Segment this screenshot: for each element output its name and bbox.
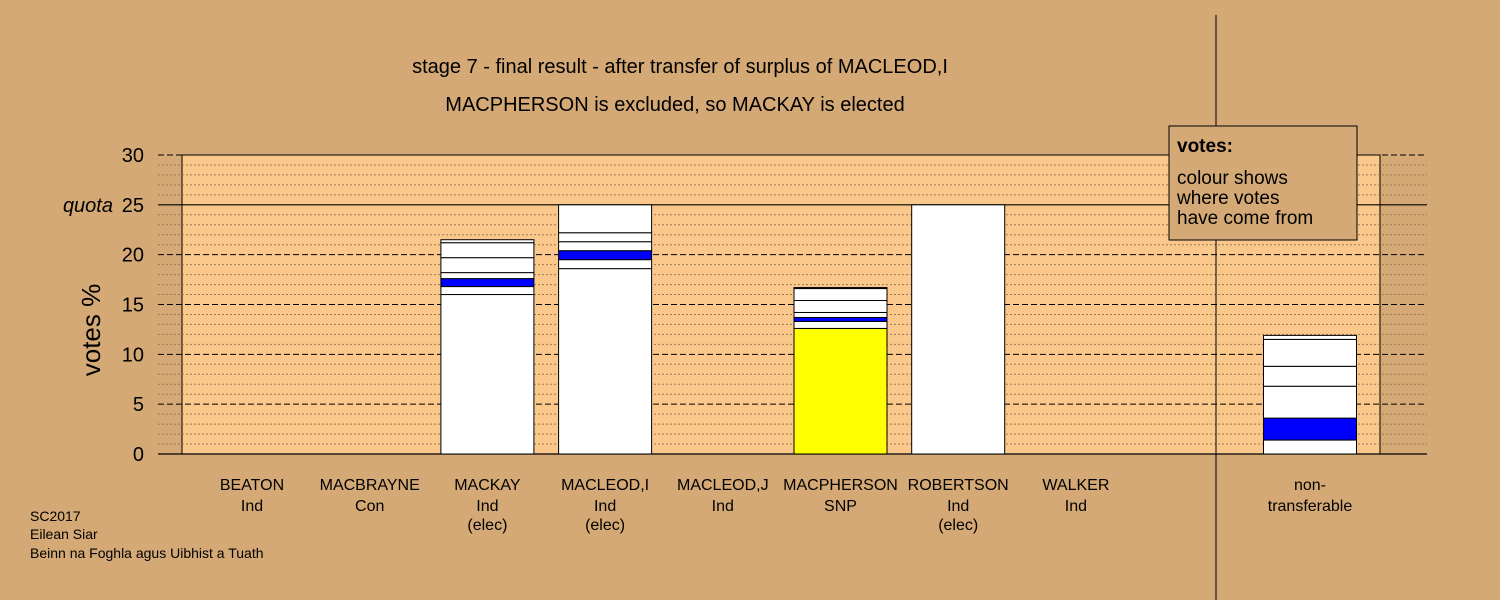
bar-segment xyxy=(440,239,535,244)
bar-segment xyxy=(793,287,888,290)
y-axis-label: votes % xyxy=(76,284,106,377)
footer-line-2: Eilean Siar xyxy=(30,526,98,542)
category-status: (elec) xyxy=(467,517,507,534)
y-tick-label: 30 xyxy=(122,145,144,167)
bar-segment xyxy=(1263,417,1357,441)
y-axis: 0 5 10 15 20 25 30 quota xyxy=(63,145,144,466)
y-tick-label: 10 xyxy=(122,344,144,366)
quota-label: quota xyxy=(63,195,113,217)
bar-segment xyxy=(440,257,535,274)
bar-segment xyxy=(558,250,653,261)
bar-segment xyxy=(793,311,888,318)
legend-box xyxy=(1168,125,1358,241)
category-party: Ind xyxy=(947,498,969,515)
legend-title: votes: xyxy=(1177,136,1233,157)
category-name: MACLEOD,J xyxy=(677,477,769,494)
bar-segment xyxy=(1263,338,1357,367)
bar-segment xyxy=(1263,365,1357,387)
legend: votes: colour shows where votes have com… xyxy=(1168,125,1358,241)
y-tick-label: 15 xyxy=(122,295,144,317)
category-name: MACLEOD,I xyxy=(561,477,649,494)
category-status: (elec) xyxy=(938,517,978,534)
bar-segment xyxy=(1263,439,1357,455)
category-name: WALKER xyxy=(1042,477,1109,494)
category-party: SNP xyxy=(824,498,857,515)
chart-subtitle: MACPHERSON is excluded, so MACKAY is ele… xyxy=(445,94,904,116)
y-tick-label: 20 xyxy=(122,245,144,267)
bar-segment xyxy=(793,320,888,329)
bar-segment xyxy=(440,294,535,455)
bar-segment xyxy=(558,268,653,455)
legend-line-2: where votes xyxy=(1176,188,1279,209)
bar-segment xyxy=(440,242,535,259)
category-party: Ind xyxy=(241,498,263,515)
bar-segment xyxy=(793,327,888,455)
bar-segment xyxy=(558,204,653,234)
category-party: Ind xyxy=(1065,498,1087,515)
category-party: Ind xyxy=(712,498,734,515)
category-labels: BEATON Ind MACBRAYNE Con MACKAY Ind (elec) MACL… xyxy=(220,477,1353,534)
bar-segment xyxy=(558,259,653,270)
chart-title: stage 7 - final result - after transfer … xyxy=(412,56,948,78)
category-name: ROBERTSON xyxy=(908,477,1009,494)
bar-segment xyxy=(558,232,653,243)
category-name: BEATON xyxy=(220,477,284,494)
footer-line-3: Beinn na Foghla agus Uibhist a Tuath xyxy=(30,545,264,561)
category-status: (elec) xyxy=(585,517,625,534)
bar-segment xyxy=(440,286,535,296)
legend-line-3: have come from xyxy=(1177,208,1313,229)
bar-segment xyxy=(440,272,535,280)
legend-line-1: colour shows xyxy=(1177,168,1288,189)
category-name: MACPHERSON xyxy=(783,477,898,494)
y-tick-label: 0 xyxy=(133,444,144,466)
bar-segment xyxy=(793,288,888,302)
category-name: MACBRAYNE xyxy=(320,477,420,494)
bar-segment xyxy=(440,278,535,288)
category-party: Con xyxy=(355,498,384,515)
category-name: MACKAY xyxy=(454,477,521,494)
bar-segment xyxy=(793,316,888,322)
bars xyxy=(440,204,1357,455)
bar-segment xyxy=(793,300,888,313)
category-party: Ind xyxy=(594,498,616,515)
bar-segment xyxy=(1263,334,1357,340)
footer-line-1: SC2017 xyxy=(30,508,81,524)
category-party: Ind xyxy=(476,498,498,515)
y-tick-label: 5 xyxy=(133,394,144,416)
footer: SC2017 Eilean Siar Beinn na Foghla agus … xyxy=(30,508,264,561)
bar-segment xyxy=(911,204,1006,455)
y-tick-label: 25 xyxy=(122,195,144,217)
bar-segment xyxy=(1263,385,1357,419)
non-transferable-label: transferable xyxy=(1268,498,1353,515)
non-transferable-label: non- xyxy=(1294,477,1326,494)
bar-segment xyxy=(558,241,653,252)
